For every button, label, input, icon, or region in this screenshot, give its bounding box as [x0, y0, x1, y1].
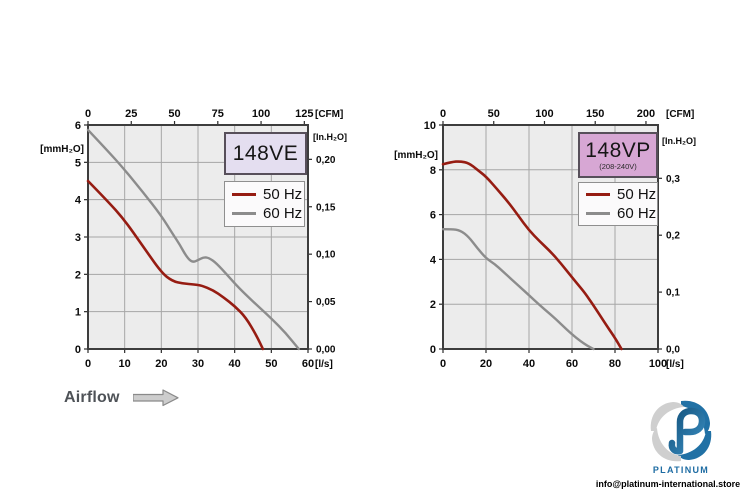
axis-tick-label: [l/s] [666, 359, 684, 370]
logo-p-glyph [668, 407, 706, 455]
axis-tick-label: 25 [125, 108, 137, 120]
axis-tick-label: 125 [295, 108, 313, 120]
curve-60hz [86, 128, 300, 351]
axis-tick-label: 10 [424, 120, 436, 132]
legend-swatch-60hz [586, 212, 610, 215]
plot-border [87, 124, 309, 350]
axis-tick-label: 40 [523, 358, 535, 370]
chart-title: 148VP [585, 138, 651, 162]
legend-148vp: 50 Hz 60 Hz [578, 182, 658, 226]
axis-tick-label: 8 [430, 165, 436, 177]
axis-tick-label: 75 [212, 108, 224, 120]
axis-tick-label: [In.H₂O] [662, 136, 696, 146]
axis-tick-label: 100 [252, 108, 270, 120]
axis-tick-label: 0 [85, 108, 91, 120]
axis-tick-label: 50 [168, 108, 180, 120]
legend-148ve: 50 Hz 60 Hz [224, 181, 305, 227]
legend-swatch-50hz [586, 193, 610, 196]
axis-tick-label: 0 [75, 344, 81, 356]
axis-tick-label: 0 [440, 358, 446, 370]
chart-title-box-148vp: 148VP (208-240V) [578, 132, 658, 178]
airflow-arrow-icon [132, 389, 179, 407]
axis-tick-label: 0,2 [666, 231, 680, 242]
axis-tick-label: 200 [637, 108, 655, 120]
axis-tick-label: 50 [488, 108, 500, 120]
legend-item-50hz: 50 Hz [586, 187, 657, 202]
legend-label: 60 Hz [617, 205, 657, 222]
legend-swatch-60hz [232, 212, 256, 216]
axis-tick-label: 40 [229, 358, 241, 370]
axis-tick-label: 1 [75, 307, 81, 319]
axis-tick-label: 20 [155, 358, 167, 370]
axis-tick-label: 80 [609, 358, 621, 370]
legend-label: 60 Hz [263, 205, 303, 223]
axis-tick-label: 0,05 [316, 297, 336, 308]
axis-tick-label: [mmH₂O] [40, 144, 84, 155]
chart-subtitle: (208-240V) [599, 161, 637, 171]
axis-tick-label: 5 [75, 157, 81, 169]
airflow-indicator: Airflow [64, 389, 181, 407]
chart-title: 148VE [232, 142, 299, 165]
axis-tick-label: 2 [430, 299, 436, 311]
legend-item-60hz: 60 Hz [586, 206, 657, 221]
axis-tick-label: 4 [430, 254, 437, 266]
curve-50hz [441, 160, 623, 351]
logo-petals [650, 400, 712, 462]
axis-labels: 0 20 40 60 80 100 0 50 100 150 200 0 2 4 6 8 10 0,0 0,1 0,2… [394, 108, 696, 370]
axis-tick-label: [CFM] [315, 109, 343, 120]
chart-148VP: 0 20 40 60 80 100 0 50 100 150 200 0 2 4 6 8 10 0,0 0,1 0,2… [394, 108, 696, 370]
axis-tick-label: [mmH₂O] [394, 150, 438, 161]
brand-name: PLATINUM [652, 465, 710, 475]
axis-tick-label: 60 [566, 358, 578, 370]
contact-email: info@platinum-international.store [595, 479, 741, 489]
legend-item-50hz: 50 Hz [232, 187, 304, 202]
axis-tick-label: 3 [75, 232, 81, 244]
axis-tick-label: 0 [85, 358, 91, 370]
axis-tick-label: 4 [75, 195, 82, 207]
axis-tick-label: 0,00 [316, 345, 336, 356]
axis-tick-label: 100 [535, 108, 553, 120]
axis-tick-label: 0,0 [666, 345, 680, 356]
axis-tick-label: 0,3 [666, 174, 680, 185]
axis-tick-label: 0,10 [316, 250, 336, 261]
axis-tick-label: 6 [75, 120, 81, 132]
airflow-label: Airflow [64, 389, 120, 406]
legend-label: 50 Hz [617, 186, 657, 203]
axis-tick-label: 60 [302, 358, 314, 370]
legend-label: 50 Hz [263, 185, 303, 203]
axis-tick-label: 0,1 [666, 288, 680, 299]
axis-tick-label: 2 [75, 269, 81, 281]
curve-60hz [441, 228, 595, 351]
axis-tick-label: 30 [192, 358, 204, 370]
legend-swatch-50hz [232, 192, 256, 196]
axis-tick-label: 0,15 [316, 202, 336, 213]
axis-tick-label: 6 [430, 210, 436, 222]
axis-tick-label: [l/s] [315, 359, 333, 370]
axis-tick-label: 20 [480, 358, 492, 370]
axis-tick-label: 10 [119, 358, 131, 370]
axis-tick-label: [CFM] [666, 109, 694, 120]
axis-tick-label: 0 [430, 344, 436, 356]
axis-tick-label: 50 [265, 358, 277, 370]
plot-border [442, 124, 659, 350]
axis-tick-label: 100 [649, 358, 667, 370]
axis-tick-label: 0 [440, 108, 446, 120]
axis-labels: 0 10 20 30 40 50 60 0 25 50 75 100 125 0 1 2 3 4 5 6 0,00 0,0… [40, 108, 347, 370]
axis-tick-label: [In.H₂O] [313, 132, 347, 142]
axis-tick-label: 0,20 [316, 155, 336, 166]
curve-50hz [86, 179, 265, 351]
axis-tick-label: 150 [586, 108, 604, 120]
platinum-logo-icon [650, 400, 712, 462]
chart-title-box-148ve: 148VE [224, 132, 307, 175]
legend-item-60hz: 60 Hz [232, 206, 304, 221]
